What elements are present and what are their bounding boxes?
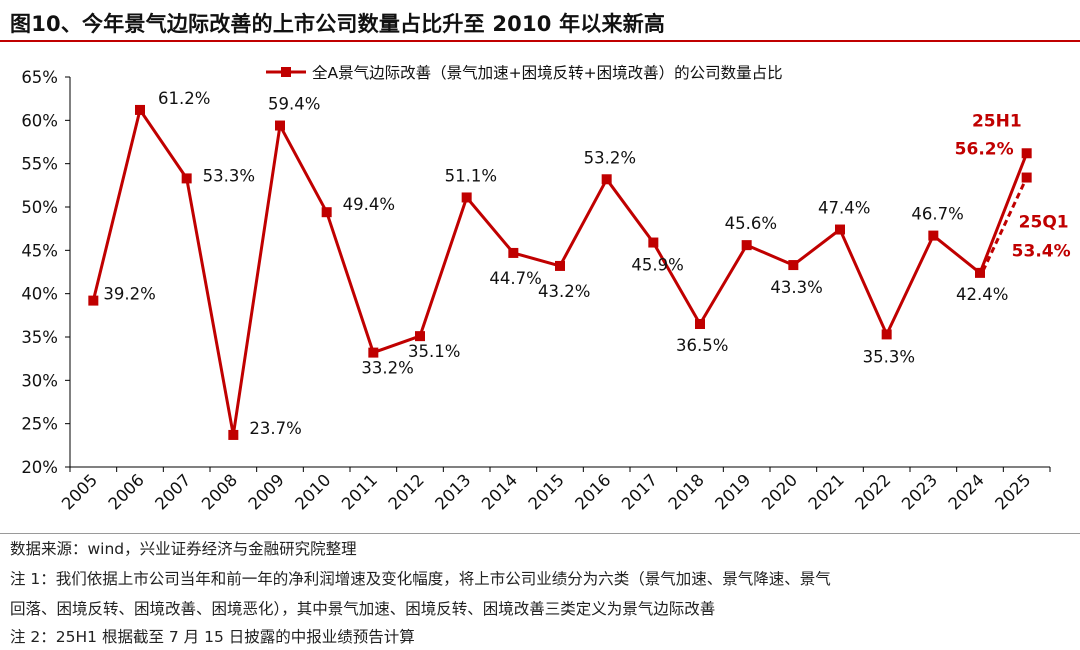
- x-tick-label: 2023: [898, 470, 941, 513]
- data-point: [648, 237, 659, 248]
- footnote-divider: [0, 533, 1080, 534]
- source-note: 数据来源：wind，兴业证券经济与金融研究院整理: [10, 540, 357, 558]
- data-point: [415, 331, 425, 342]
- x-tick-label: 2025: [991, 470, 1034, 513]
- data-point: [788, 260, 799, 271]
- x-tick-label: 2008: [198, 470, 241, 513]
- x-tick-label: 2007: [151, 470, 194, 513]
- data-label: 46.7%: [911, 205, 963, 224]
- legend-marker-swatch: [281, 67, 291, 77]
- legend-label: 全A景气边际改善（景气加速+困境反转+困境改善）的公司数量占比: [312, 63, 783, 82]
- data-point: [135, 104, 145, 115]
- data-label: 61.2%: [158, 89, 210, 108]
- x-tick-label: 2012: [385, 470, 428, 513]
- data-label: 35.3%: [863, 347, 915, 366]
- annotation-dashed-line: [981, 176, 1029, 272]
- data-label: 53.2%: [584, 148, 636, 167]
- data-point: [88, 295, 99, 306]
- y-axis-ticks: 20% 25% 30% 35% 40% 45% 50% 55% 60% 65%: [21, 68, 70, 477]
- x-tick-label: 2017: [618, 470, 661, 513]
- data-point: [741, 240, 752, 251]
- x-tick-label: 2013: [431, 470, 474, 513]
- data-label: 59.4%: [268, 95, 320, 114]
- y-tick-label: 50%: [21, 198, 58, 217]
- data-label: 39.2%: [103, 285, 155, 304]
- data-label: 33.2%: [361, 359, 413, 378]
- legend: 全A景气边际改善（景气加速+困境反转+困境改善）的公司数量占比: [266, 63, 783, 82]
- data-point: [508, 247, 519, 258]
- data-point: [695, 319, 705, 329]
- series-line: [91, 108, 1029, 437]
- y-tick-label: 55%: [21, 155, 58, 174]
- data-point: [461, 192, 472, 203]
- annotation-value: 53.4%: [1012, 242, 1071, 262]
- data-label: 45.9%: [631, 256, 683, 275]
- y-tick-label: 60%: [21, 111, 58, 130]
- y-tick-label: 40%: [21, 285, 58, 304]
- data-point: [228, 429, 239, 440]
- x-tick-label: 2005: [58, 470, 101, 513]
- data-point: [181, 173, 192, 184]
- x-tick-label: 2024: [945, 470, 988, 513]
- x-tick-label: 2011: [338, 470, 381, 513]
- data-label: 36.5%: [676, 336, 728, 355]
- x-tick-label: 2018: [665, 470, 708, 513]
- data-point: [835, 224, 845, 235]
- data-label: 42.4%: [956, 285, 1008, 304]
- y-tick-label: 35%: [21, 328, 58, 347]
- footnote-1-line-2: 回落、困境反转、困境改善、困境恶化），其中景气加速、困境反转、困境改善三类定义为…: [10, 600, 716, 618]
- data-point: [881, 329, 892, 340]
- x-tick-label: 2021: [805, 470, 848, 513]
- data-point: [368, 347, 379, 358]
- x-tick-label: 2010: [291, 470, 334, 513]
- footnote-2: 注 2：25H1 根据截至 7 月 15 日披露的中报业绩预告计算: [10, 628, 415, 646]
- series-group: 39.2% 61.2% 53.3% 23.7% 59.4% 49.4% 33.2%35.1%…: [88, 89, 1032, 440]
- data-label: 53.3%: [203, 166, 255, 185]
- y-tick-label: 25%: [21, 415, 58, 434]
- data-label: 45.6%: [725, 214, 777, 233]
- annotation-group: 25H1 56.2% 25Q1 53.4%: [955, 111, 1071, 272]
- x-tick-label: 2019: [711, 470, 754, 513]
- y-tick-label: 30%: [21, 371, 58, 390]
- x-tick-label: 2006: [105, 470, 148, 513]
- title-divider: [0, 40, 1080, 42]
- data-point: [601, 174, 612, 185]
- y-tick-label: 45%: [21, 241, 58, 260]
- x-tick-label: 2015: [525, 470, 568, 513]
- x-tick-label: 2016: [571, 470, 614, 513]
- data-point: [975, 267, 985, 278]
- data-label: 35.1%: [408, 342, 460, 361]
- y-tick-label: 65%: [21, 68, 58, 87]
- annotation-name: 25Q1: [1019, 213, 1069, 233]
- data-label: 51.1%: [445, 166, 497, 185]
- x-axis-ticks: 2005 2006 2007 2008 2009 2010 2011 2012 2013 2014…: [58, 467, 1051, 514]
- data-point: [1021, 148, 1032, 159]
- data-label: 44.7%: [489, 269, 541, 288]
- footnote-1-line-1: 注 1：我们依据上市公司当年和前一年的净利润增速及变化幅度，将上市公司业绩分为六…: [10, 570, 831, 588]
- x-tick-label: 2022: [851, 470, 894, 513]
- x-tick-label: 2009: [245, 470, 288, 513]
- data-point: [275, 120, 285, 131]
- data-label: 49.4%: [343, 195, 395, 214]
- data-point: [928, 230, 939, 241]
- annotation-point: [1021, 172, 1032, 183]
- annotation-name: 25H1: [972, 111, 1022, 131]
- annotation-value: 56.2%: [955, 139, 1014, 159]
- y-tick-label: 20%: [21, 458, 58, 477]
- line-chart: 20%25%30%35%40%45%50%55%60%65% 2005 2006 2…: [21, 63, 1071, 514]
- x-tick-label: 2014: [478, 470, 521, 513]
- data-point: [555, 260, 565, 271]
- data-label: 43.2%: [538, 282, 590, 301]
- data-label: 47.4%: [818, 199, 870, 218]
- data-label: 43.3%: [770, 278, 822, 297]
- data-point: [321, 207, 332, 218]
- data-label: 23.7%: [249, 419, 301, 438]
- figure-title: 图10、今年景气边际改善的上市公司数量占比升至 2010 年以来新高: [10, 12, 666, 36]
- x-tick-label: 2020: [758, 470, 801, 513]
